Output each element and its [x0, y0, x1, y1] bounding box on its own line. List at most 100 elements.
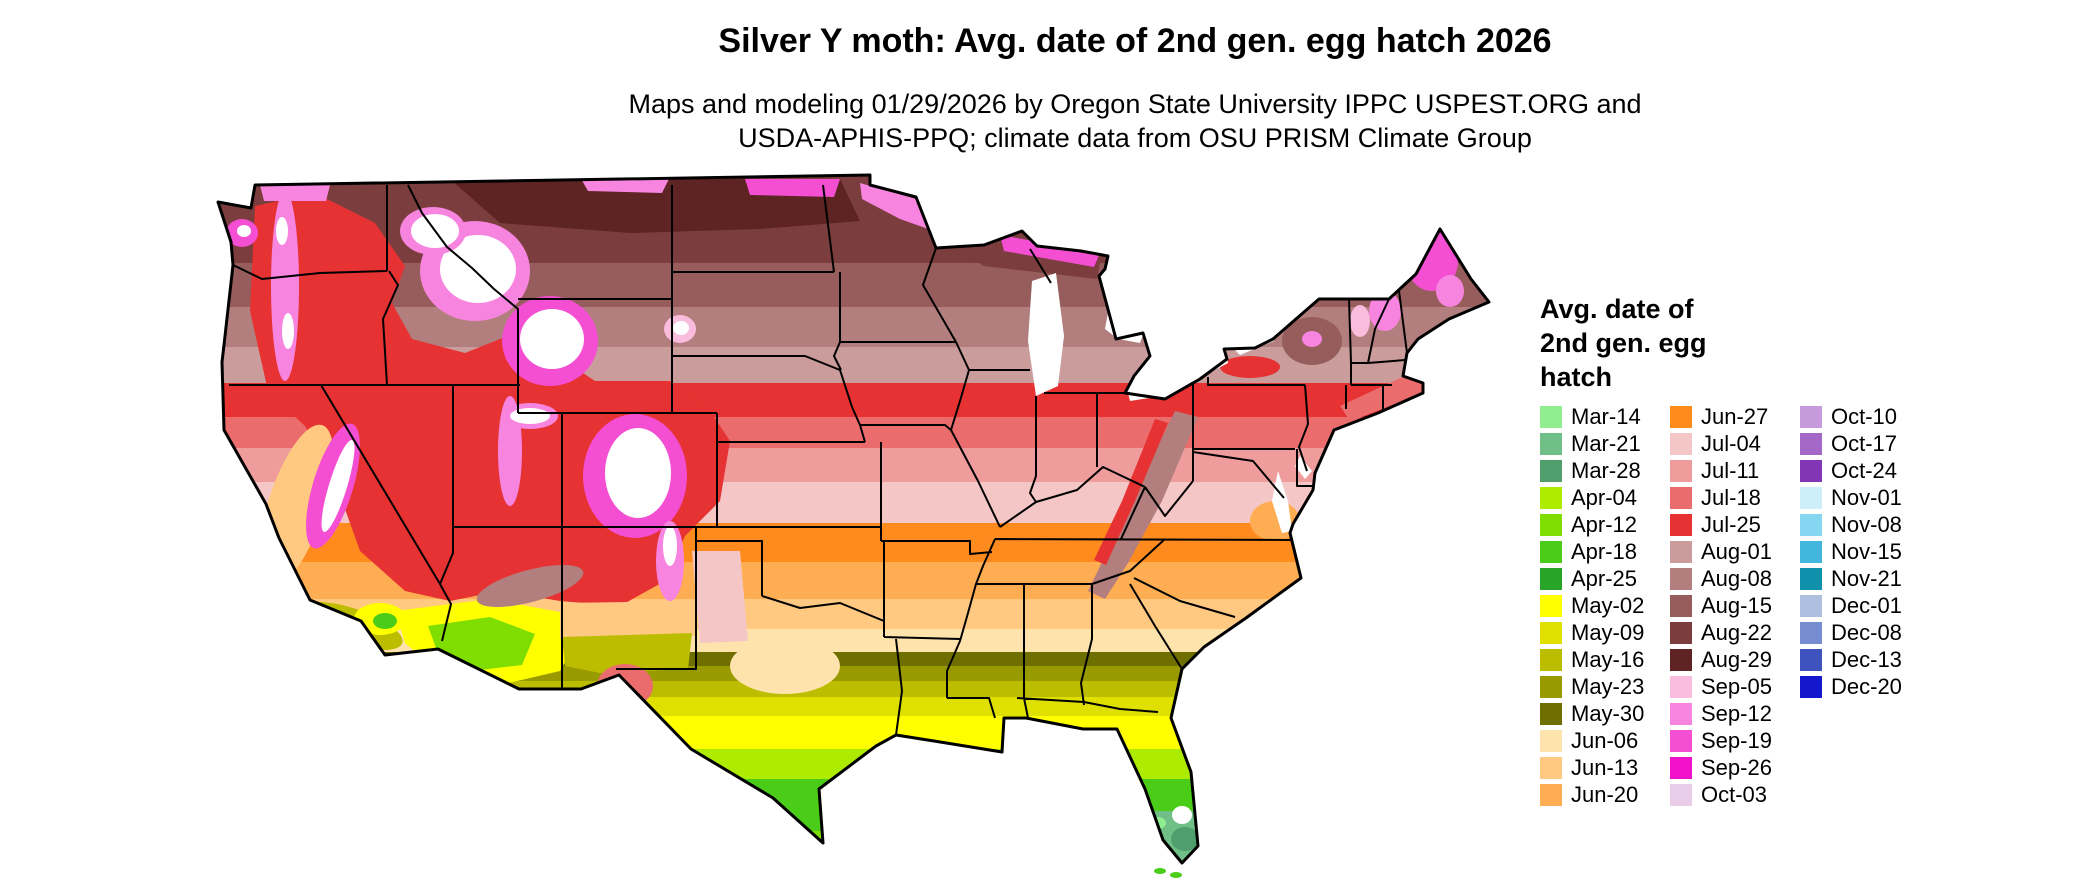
legend-entry: Dec-13: [1800, 647, 1930, 672]
legend-entry: Jul-25: [1670, 512, 1800, 537]
legend-label: Apr-18: [1571, 539, 1638, 564]
legend-swatch: [1540, 460, 1562, 482]
legend-label: Sep-26: [1701, 755, 1772, 780]
map-legend: Avg. date of 2nd gen. egg hatch Mar-14 Ma…: [1540, 292, 1960, 811]
legend-column: Jun-27 Jul-04 Jul-11 Jul-18 Jul-25 Aug-01 Aug-…: [1670, 404, 1800, 811]
legend-entry: Jul-11: [1670, 458, 1800, 483]
legend-label: Oct-24: [1831, 458, 1898, 483]
legend-swatch: [1800, 406, 1822, 428]
legend-label: Aug-29: [1701, 647, 1772, 672]
legend-swatch: [1800, 460, 1822, 482]
legend-swatch: [1540, 514, 1562, 536]
legend-entry: Sep-19: [1670, 728, 1800, 753]
legend-swatch: [1540, 649, 1562, 671]
legend-label: Oct-10: [1831, 404, 1898, 429]
legend-title-line-1: Avg. date of: [1540, 294, 1694, 324]
legend-label: Jul-04: [1701, 431, 1761, 456]
legend-entry: Jul-18: [1670, 485, 1800, 510]
legend-swatch: [1800, 568, 1822, 590]
legend-label: Nov-08: [1831, 512, 1902, 537]
legend-swatch: [1540, 757, 1562, 779]
legend-entry: Jun-06: [1540, 728, 1670, 753]
legend-label: Apr-12: [1571, 512, 1638, 537]
legend-entry: Apr-04: [1540, 485, 1670, 510]
legend-label: Jul-18: [1701, 485, 1761, 510]
legend-entry: May-09: [1540, 620, 1670, 645]
legend-entry: Apr-25: [1540, 566, 1670, 591]
legend-swatch: [1800, 595, 1822, 617]
legend-swatch: [1540, 595, 1562, 617]
legend-column: Oct-10 Oct-17 Oct-24 Nov-01 Nov-08 Nov-15 Nov-…: [1800, 404, 1930, 811]
legend-column: Mar-14 Mar-21 Mar-28 Apr-04 Apr-12 Apr-18 Apr-…: [1540, 404, 1670, 811]
legend-swatch: [1670, 676, 1692, 698]
legend-swatch: [1800, 676, 1822, 698]
legend-entry: Nov-15: [1800, 539, 1930, 564]
legend-swatch: [1540, 784, 1562, 806]
legend-entry: Dec-20: [1800, 674, 1930, 699]
legend-entry: Aug-01: [1670, 539, 1800, 564]
legend-swatch: [1540, 541, 1562, 563]
subtitle-line-1: Maps and modeling 01/29/2026 by Oregon S…: [628, 89, 1642, 119]
legend-entry: Jun-13: [1540, 755, 1670, 780]
legend-swatch: [1800, 487, 1822, 509]
legend-swatch: [1540, 676, 1562, 698]
legend-entry: Aug-29: [1670, 647, 1800, 672]
legend-label: May-02: [1571, 593, 1645, 618]
legend-swatch: [1800, 622, 1822, 644]
legend-label: Sep-12: [1701, 701, 1772, 726]
legend-entry: Sep-12: [1670, 701, 1800, 726]
legend-entry: Apr-18: [1540, 539, 1670, 564]
legend-label: May-09: [1571, 620, 1645, 645]
legend-entry: Mar-28: [1540, 458, 1670, 483]
legend-label: Apr-25: [1571, 566, 1638, 591]
legend-swatch: [1800, 433, 1822, 455]
legend-swatch: [1540, 487, 1562, 509]
state-borders: [229, 184, 1408, 736]
legend-swatch: [1800, 541, 1822, 563]
legend-label: Nov-15: [1831, 539, 1902, 564]
legend-label: Aug-22: [1701, 620, 1772, 645]
florida-keys: [1154, 868, 1182, 878]
legend-label: Nov-01: [1831, 485, 1902, 510]
legend-entry: Jul-04: [1670, 431, 1800, 456]
legend-swatch: [1800, 649, 1822, 671]
legend-label: Jun-20: [1571, 782, 1639, 807]
map-fill-layers: [218, 175, 1489, 863]
legend-swatch: [1670, 514, 1692, 536]
legend-swatch: [1670, 730, 1692, 752]
legend-label: Aug-08: [1701, 566, 1772, 591]
legend-label: Jul-25: [1701, 512, 1761, 537]
legend-swatch: [1670, 595, 1692, 617]
legend-entry: Oct-10: [1800, 404, 1930, 429]
page-title: Silver Y moth: Avg. date of 2nd gen. egg…: [718, 22, 1552, 60]
legend-entry: Oct-17: [1800, 431, 1930, 456]
legend-swatch: [1670, 460, 1692, 482]
legend-label: Nov-21: [1831, 566, 1902, 591]
legend-entry: Oct-03: [1670, 782, 1800, 807]
us-map: [200, 171, 1500, 883]
legend-entry: May-30: [1540, 701, 1670, 726]
legend-swatch: [1670, 622, 1692, 644]
legend-entry: Sep-26: [1670, 755, 1800, 780]
legend-entry: Nov-21: [1800, 566, 1930, 591]
legend-swatch: [1540, 406, 1562, 428]
legend-label: Jun-13: [1571, 755, 1639, 780]
legend-swatch: [1670, 433, 1692, 455]
legend-swatch: [1670, 649, 1692, 671]
us-outline: [216, 173, 1491, 865]
legend-entry: Aug-15: [1670, 593, 1800, 618]
figure-header: Silver Y moth: Avg. date of 2nd gen. egg…: [170, 22, 2100, 155]
legend-swatch: [1670, 703, 1692, 725]
legend-swatch: [1670, 406, 1692, 428]
legend-entry: Sep-05: [1670, 674, 1800, 699]
legend-label: Jun-06: [1571, 728, 1639, 753]
legend-swatch: [1540, 568, 1562, 590]
legend-label: Jun-27: [1701, 404, 1769, 429]
legend-entry: Dec-01: [1800, 593, 1930, 618]
legend-label: Mar-14: [1571, 404, 1641, 429]
legend-label: May-16: [1571, 647, 1645, 672]
legend-swatch: [1670, 541, 1692, 563]
legend-label: Oct-17: [1831, 431, 1898, 456]
us-map-svg: [216, 173, 1491, 878]
